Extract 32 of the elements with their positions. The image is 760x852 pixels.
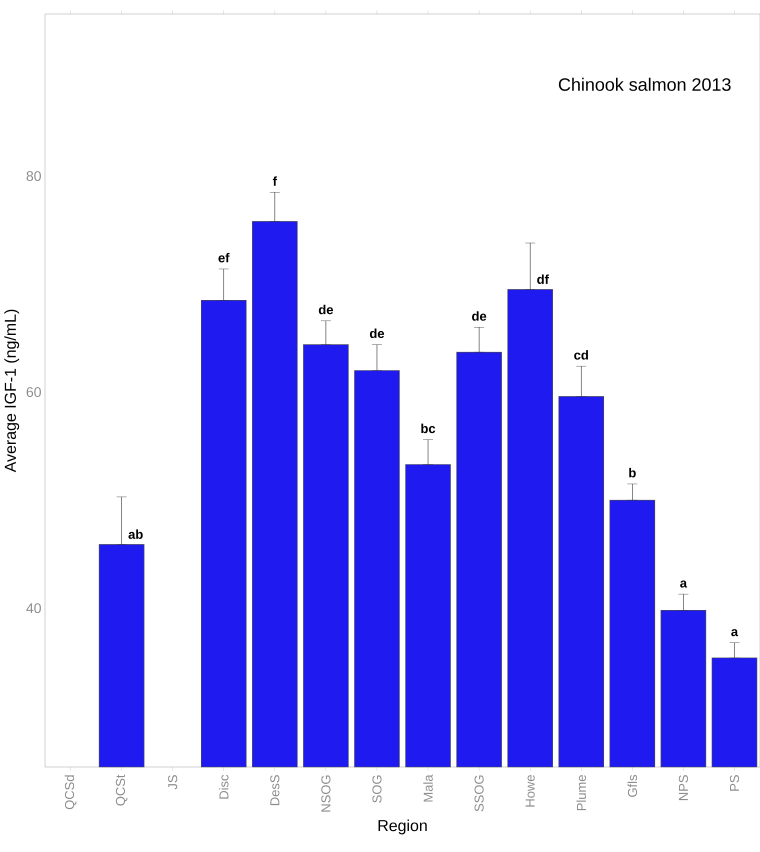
y-tick-label: 40: [26, 603, 41, 614]
x-tick-label: Disc: [218, 774, 229, 799]
x-tick-label: Gfls: [628, 774, 638, 797]
x-tick-label: Plume: [576, 775, 586, 810]
text: Chinook salmon 2013: [558, 78, 731, 91]
x-tick-label: NSOG: [321, 775, 330, 812]
data-label: de: [472, 311, 486, 321]
y-tick-label: 80: [26, 171, 41, 181]
x-tick-label: DesS: [270, 775, 280, 806]
y-tick-label: 60: [26, 387, 41, 398]
data-label: bc: [421, 424, 436, 434]
data-label: a: [731, 629, 738, 636]
data-label: de: [370, 328, 384, 338]
x-axis-title: Region: [378, 820, 427, 834]
x-tick-label: SOG: [372, 775, 382, 803]
data-label: cd: [574, 350, 588, 360]
data-label: ab: [128, 529, 143, 539]
data-label: ef: [218, 252, 230, 262]
data-label: de: [318, 304, 334, 314]
data-label: a: [680, 580, 688, 588]
y-axis-title: Average IGF-1 (ng/mL): [4, 310, 20, 472]
data-label: f: [272, 176, 278, 186]
x-tick-label: Mala: [423, 774, 433, 802]
x-tick-label: SSOG: [474, 775, 484, 812]
x-tick-label: QCSd: [64, 775, 76, 810]
x-tick-label: Howe: [526, 775, 535, 807]
x-tick-label: QCSt: [116, 774, 128, 806]
data-label: b: [629, 468, 636, 478]
data-label: df: [537, 274, 549, 284]
x-tick-label: NPS: [678, 775, 688, 800]
x-tick-label: JS: [168, 775, 178, 790]
x-tick-label: PS: [730, 775, 740, 791]
